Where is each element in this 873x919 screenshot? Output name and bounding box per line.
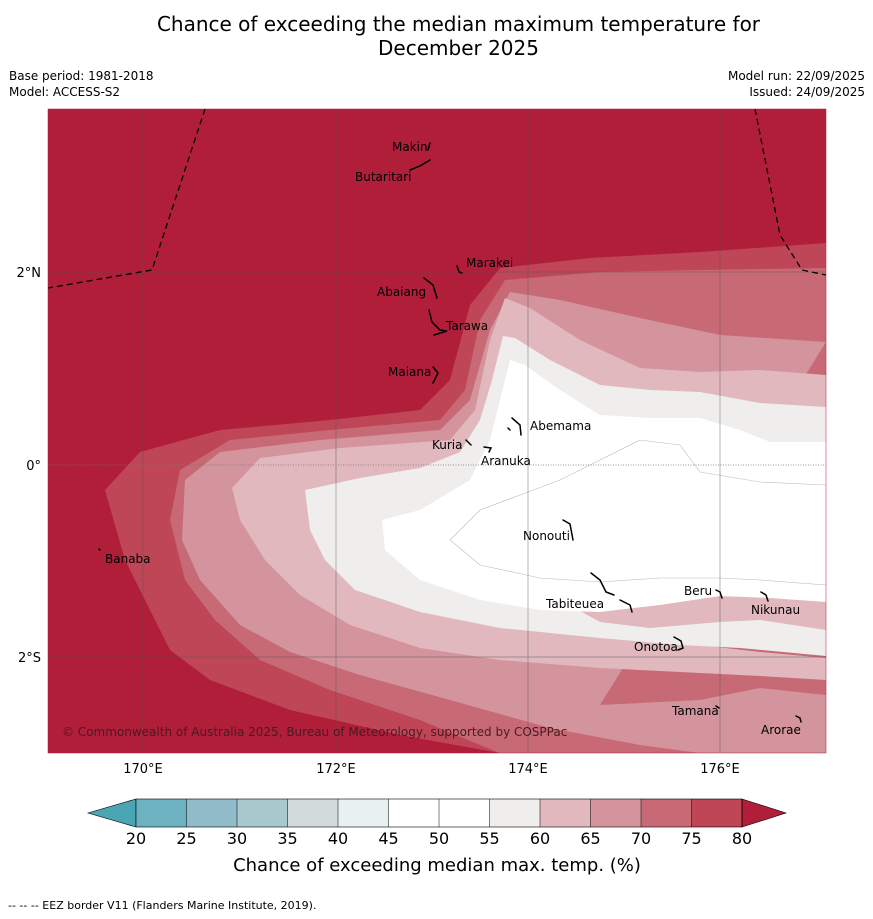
colorbar-tick-45: 45: [378, 829, 398, 848]
island-marakei: [456, 265, 463, 274]
x-tick-172e: 172°E: [316, 762, 356, 777]
island-banaba: [98, 548, 101, 551]
colorbar-under-arrow: [86, 798, 137, 828]
colorbar-swatch-1: [186, 799, 237, 827]
colorbar-tick-55: 55: [479, 829, 499, 848]
colorbar-swatch-5: [388, 799, 439, 827]
x-tick-170e: 170°E: [123, 762, 163, 777]
x-axis-labels: 170°E 172°E 174°E 176°E: [123, 762, 740, 777]
colorbar: 20 25 30 35 40 45 50 55 60 65 70 75 80: [86, 798, 787, 848]
island-tarawa: [428, 309, 448, 336]
islands: [98, 142, 802, 723]
island-tamana: [715, 705, 720, 709]
colorbar-swatch-10: [641, 799, 692, 827]
label-tabiteuea: Tabiteuea: [545, 597, 604, 611]
label-nikunau: Nikunau: [751, 603, 800, 617]
x-tick-176e: 176°E: [700, 762, 740, 777]
colorbar-over-arrow: [741, 798, 787, 828]
colorbar-swatch-8: [540, 799, 591, 827]
island-beru: [715, 589, 723, 599]
map-frame: [47, 108, 827, 754]
place-labels: Makin Butaritari Marakei Abaiang Tarawa …: [105, 140, 801, 737]
graticule: [48, 109, 826, 753]
island-onotoa: [673, 636, 684, 651]
island-abaiang: [423, 277, 438, 299]
colorbar-tick-80: 80: [732, 829, 752, 848]
model-name: Model: ACCESS-S2: [9, 85, 121, 99]
label-onotoa: Onotoa: [634, 640, 678, 654]
label-nonouti: Nonouti: [523, 529, 570, 543]
colorbar-swatch-11: [691, 799, 742, 827]
contour-fill: [48, 109, 826, 753]
x-tick-174e: 174°E: [508, 762, 548, 777]
base-period: Base period: 1981-2018: [9, 69, 154, 83]
colorbar-tick-20: 20: [126, 829, 146, 848]
colorbar-swatch-4: [338, 799, 389, 827]
island-abemama: [507, 417, 522, 436]
meta-right: Model run: 22/09/2025 Issued: 24/09/2025: [728, 68, 865, 100]
label-abaiang: Abaiang: [377, 285, 426, 299]
island-maiana: [432, 366, 439, 384]
map-title: Chance of exceeding the median maximum t…: [0, 12, 873, 60]
colorbar-tick-50: 50: [429, 829, 449, 848]
eez-border: [48, 109, 826, 289]
colorbar-swatch-0: [136, 799, 187, 827]
label-marakei: Marakei: [466, 256, 513, 270]
island-aranuka: [483, 446, 493, 453]
eez-footnote: -- -- -- EEZ border V11 (Flanders Marine…: [8, 899, 317, 912]
label-butaritari: Butaritari: [355, 170, 412, 184]
band-45-55: [382, 360, 826, 612]
meta-left: Base period: 1981-2018 Model: ACCESS-S2: [9, 68, 154, 100]
colorbar-tick-40: 40: [328, 829, 348, 848]
title-line-1: Chance of exceeding the median maximum t…: [156, 12, 761, 36]
island-arorae: [795, 715, 802, 723]
island-kuria: [465, 439, 472, 446]
copyright-note: © Commonwealth of Australia 2025, Bureau…: [62, 725, 567, 739]
label-aranuka: Aranuka: [481, 454, 531, 468]
y-tick-2n: 2°N: [17, 266, 42, 281]
colorbar-tick-35: 35: [277, 829, 297, 848]
y-tick-0: 0°: [26, 459, 41, 474]
y-axis-labels: 2°N 0° 2°S: [17, 266, 42, 666]
label-kuria: Kuria: [432, 438, 463, 452]
island-butaritari: [409, 159, 431, 171]
label-abemama: Abemama: [530, 419, 591, 433]
label-tarawa: Tarawa: [445, 319, 488, 333]
label-beru: Beru: [684, 584, 712, 598]
y-tick-2s: 2°S: [18, 651, 41, 666]
colorbar-swatch-7: [489, 799, 540, 827]
colorbar-tick-75: 75: [681, 829, 701, 848]
colorbar-swatch-6: [439, 799, 490, 827]
label-maiana: Maiana: [388, 365, 431, 379]
colorbar-swatch-2: [237, 799, 288, 827]
model-run: Model run: 22/09/2025: [727, 69, 865, 83]
colorbar-tick-30: 30: [227, 829, 247, 848]
island-tabiteuea: [590, 572, 633, 613]
eez-border-east: [754, 109, 826, 276]
label-arorae: Arorae: [761, 723, 801, 737]
issued-date: Issued: 24/09/2025: [749, 85, 865, 99]
colorbar-swatch-9: [590, 799, 641, 827]
contour-50-line: [449, 439, 826, 586]
island-makin: [427, 142, 431, 151]
colorbar-label: Chance of exceeding median max. temp. (%…: [233, 855, 641, 876]
label-banaba: Banaba: [105, 552, 151, 566]
colorbar-tick-60: 60: [530, 829, 550, 848]
colorbar-tick-70: 70: [631, 829, 651, 848]
colorbar-tick-25: 25: [176, 829, 196, 848]
island-nonouti: [562, 519, 574, 541]
label-tamana: Tamana: [671, 704, 719, 718]
island-nikunau: [760, 591, 769, 602]
title-line-2: December 2025: [378, 36, 539, 60]
label-makin: Makin: [392, 140, 428, 154]
colorbar-tick-65: 65: [580, 829, 600, 848]
colorbar-swatch-3: [287, 799, 338, 827]
